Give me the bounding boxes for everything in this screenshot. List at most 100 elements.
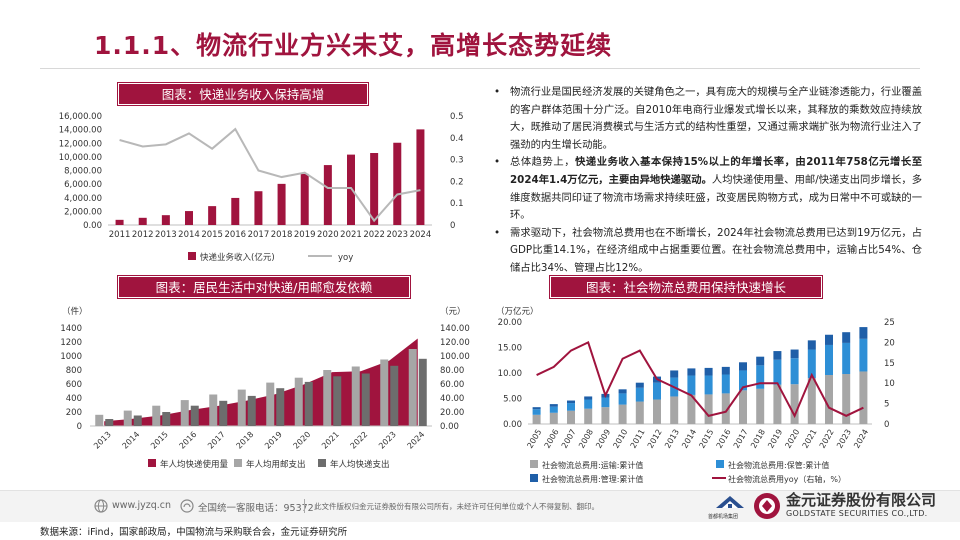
bar-storage [653, 382, 661, 400]
page-title: 1.1.1、物流行业方兴未艾，高增长态势延续 [94, 31, 613, 60]
bullet-run: 物流行业是国民经济发展的关键角色之一，具有庞大的规模与全产业链渗透能力，行业覆盖… [510, 86, 922, 151]
y-tick-label-right: 0.5 [450, 112, 464, 122]
x-tick-label: 2022 [818, 428, 836, 450]
legend-swatch-management [530, 474, 538, 482]
x-tick-label: 2023 [835, 428, 853, 450]
y-tick-label-left: 8,000.00 [64, 167, 102, 177]
bar [231, 197, 240, 225]
globe-icon [94, 499, 108, 513]
bullet-list: • 物流行业是国民经济发展的关键角色之一，具有庞大的规模与全产业链渗透能力，行业覆… [490, 84, 922, 278]
y-tick-label-left: 0 [77, 422, 82, 432]
bullet-item-3: • 需求驱动下，社会物流总费用也在不断增长，2024年社会物流总费用已达到19万亿… [490, 225, 922, 278]
legend-label-storage: 社会物流总费用:保管:累计值 [728, 460, 829, 470]
bar-transport [567, 410, 575, 424]
chart3-banner: 图表：社会物流总费用保持快速增长 [550, 276, 822, 298]
bar-storage [601, 397, 610, 408]
bar-transport [618, 404, 627, 424]
legend-label-management: 社会物流总费用:管理:累计值 [542, 474, 643, 484]
bar-management [825, 334, 833, 345]
x-tick-label: 2011 [629, 428, 647, 450]
x-tick-label: 2022 [349, 430, 370, 451]
bullet-text-1: 物流行业是国民经济发展的关键角色之一，具有庞大的规模与全产业链渗透能力，行业覆盖… [510, 86, 922, 151]
x-tick-label: 2014 [178, 230, 200, 240]
legend-swatch-revenue [188, 252, 196, 260]
x-tick-label: 2014 [121, 430, 142, 451]
bar-transport [635, 401, 644, 424]
y-tick-label-right: 100.00 [440, 352, 470, 362]
y-tick-label-right: 40.00 [440, 394, 464, 404]
footer-background [0, 490, 960, 522]
y-tick-label-right: 25 [884, 318, 895, 328]
y-tick-label-left: 200 [66, 408, 82, 418]
y-tick-label-left: 5.00 [503, 395, 522, 405]
bar-express-spending [219, 400, 228, 426]
y-tick-label-left: 0.00 [503, 420, 522, 430]
bullet-run: 总体趋势上， [510, 156, 576, 169]
y-tick-label-left: 1000 [60, 352, 82, 362]
bar-express-spending [390, 365, 399, 426]
left-unit-label: （万亿元） [496, 306, 539, 317]
y-tick-label-right: 60.00 [440, 380, 464, 390]
data-source: 数据来源：iFind，国家邮政局，中国物流与采购联合会，金元证券研究所 [40, 527, 348, 538]
legend-label-yoy: yoy [338, 253, 353, 263]
bullet-run: 人均快递使用量、用邮/快递支出同步增长，多维度数据共同印证了物流市场需求持续旺盛… [510, 173, 922, 222]
x-tick-label: 2024 [852, 428, 870, 450]
bullet-run: 需求驱动下，社会物流总费用也在不断增长，2024年社会物流总费用已达到19万亿元… [510, 226, 922, 274]
x-tick-label: 2010 [611, 428, 629, 450]
y-tick-label-left: 2,000.00 [64, 207, 102, 217]
footer-website[interactable]: www.jyzq.cn [112, 500, 171, 511]
bar-postal-spending [209, 394, 218, 426]
bar-transport [807, 378, 816, 424]
bar-express-spending [105, 419, 114, 426]
legend-swatch-transport [530, 460, 538, 468]
bar-management [549, 404, 558, 407]
bar-management [773, 351, 782, 360]
x-tick-label: 2021 [320, 430, 341, 451]
bar-storage [584, 399, 593, 409]
bar-express-spending [304, 381, 313, 426]
bar-transport [825, 375, 833, 424]
bar [370, 153, 379, 225]
legend-label-postal: 年人均用邮支出 [246, 459, 306, 470]
y-tick-label-left: 6,000.00 [64, 180, 102, 190]
x-tick-label: 2015 [149, 430, 170, 451]
bar [300, 173, 309, 225]
bar-storage [532, 409, 541, 415]
y-tick-label-right: 120.00 [440, 338, 470, 348]
bar-postal-spending [266, 382, 275, 426]
partner-name: 首都机场集团 [708, 514, 739, 520]
bar-express-spending [333, 376, 342, 426]
bar-express-spending [162, 412, 171, 426]
bar-management [567, 400, 575, 404]
x-tick-label: 2012 [646, 428, 664, 450]
bar-postal-spending [237, 389, 246, 426]
footer-hotline: 全国统一客服电话：95372 [198, 503, 314, 514]
legend-swatch-usage [148, 459, 156, 467]
bar-transport [549, 412, 558, 424]
x-tick-label: 2023 [386, 230, 408, 240]
x-tick-label: 2016 [178, 430, 199, 451]
legend-label-transport: 社会物流总费用:运输:累计值 [542, 460, 643, 470]
yoy-line [536, 341, 864, 419]
bullet-dot: • [494, 156, 501, 169]
bar-postal-spending [380, 359, 389, 426]
footer-copyright: 此文件版权归金元证券股份有限公司所有，未经许可任何单位或个人不得复制、翻印。 [314, 502, 599, 511]
y-tick-label-right: 0 [884, 420, 889, 430]
legend-label-yoy: 社会物流总费用yoy（右轴，%） [728, 474, 846, 484]
y-tick-label-right: 0.4 [450, 134, 464, 144]
bullet-dot: • [494, 86, 501, 98]
y-tick-label-left: 800 [66, 366, 82, 376]
bullet-dot: • [494, 226, 501, 239]
bar-storage [687, 375, 696, 395]
bar-express-spending [276, 388, 285, 426]
x-tick-label: 2017 [206, 430, 227, 451]
bar-postal-spending [180, 400, 189, 426]
bar-storage [773, 359, 782, 385]
x-tick-label: 2005 [525, 428, 543, 450]
bar-management [807, 340, 816, 350]
x-tick-label: 2017 [732, 428, 750, 450]
bar-management [687, 368, 696, 376]
bar-storage [739, 370, 747, 391]
bar-transport [773, 384, 782, 424]
bar-management [790, 349, 799, 359]
